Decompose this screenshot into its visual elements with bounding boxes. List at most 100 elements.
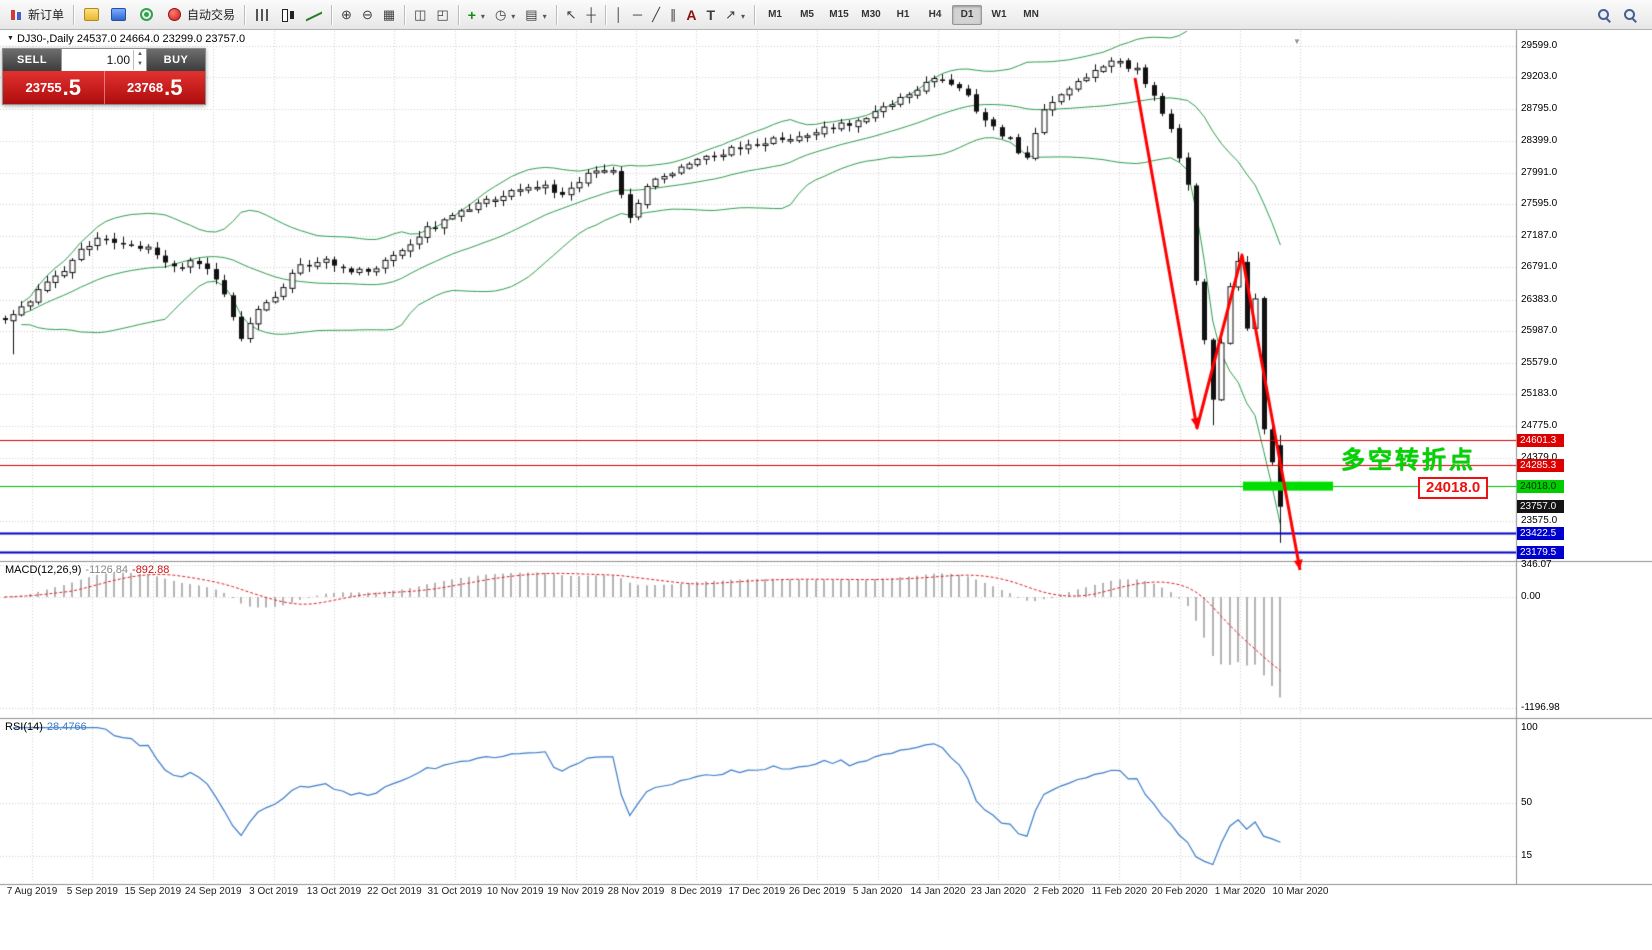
- volume-stepper[interactable]: [133, 50, 146, 70]
- bar-chart-icon[interactable]: [250, 5, 274, 25]
- trendline-icon[interactable]: ╱: [648, 6, 664, 23]
- toolbar-separator: [404, 4, 406, 25]
- tf-m15[interactable]: M15: [829, 9, 849, 20]
- periods-icon: ◷: [494, 7, 507, 22]
- tile-windows-icon: ◫: [414, 7, 427, 22]
- new-order-button-label: 新订单: [28, 8, 65, 22]
- symbol-marker-icon: [7, 33, 17, 45]
- chart-search-icon: [1622, 7, 1638, 23]
- toolbar-group-chart-types: [250, 5, 326, 25]
- toolbar-group-objects: │ ─ ╱ ∥ A T ↗: [611, 6, 749, 24]
- vertical-line-icon: │: [614, 7, 623, 22]
- cascade-windows-icon[interactable]: ◰: [432, 6, 452, 23]
- sell-button[interactable]: SELL: [3, 49, 61, 71]
- grid-icon[interactable]: ▦: [379, 6, 399, 23]
- one-click-trading-panel: SELL 1.00 BUY 23755.5 23768.5: [2, 48, 206, 105]
- macd-name: MACD(12,26,9): [5, 564, 82, 576]
- grid-icon: ▦: [382, 7, 396, 22]
- market-depth-icon: [111, 8, 127, 21]
- toolbar-group-panels: 自动交易: [79, 3, 239, 26]
- zoom-out-icon: ⊖: [361, 7, 373, 22]
- volume-down-icon[interactable]: [134, 60, 146, 70]
- turning-point-annotation: 多空转折点: [1341, 447, 1476, 474]
- toolbar-group-tools: + ◷ ▤: [464, 6, 551, 24]
- volume-field[interactable]: 1.00: [61, 49, 147, 71]
- horizontal-line-icon: ─: [632, 7, 643, 22]
- chart-window-icon[interactable]: [79, 4, 104, 25]
- market-depth-icon[interactable]: [106, 4, 131, 25]
- cursor-icon: ↖: [565, 7, 577, 22]
- zoom-in-icon[interactable]: ⊕: [337, 6, 356, 23]
- toolbar-group-timeframes: M1 M5 M15 M30 H1 H4 D1 W1 MN: [760, 4, 1046, 25]
- tf-m1[interactable]: M1: [768, 9, 782, 20]
- templates-button[interactable]: ▤: [521, 6, 550, 24]
- dropdown-arrow-icon: [480, 8, 485, 22]
- periods-button[interactable]: ◷: [491, 6, 519, 24]
- new-order-button[interactable]: 新订单: [4, 4, 68, 25]
- buy-button[interactable]: BUY: [147, 49, 205, 71]
- macd-label: MACD(12,26,9) -1126.84 -892.88: [5, 564, 169, 576]
- crosshair-icon[interactable]: ┼: [583, 6, 600, 23]
- tile-windows-icon[interactable]: ◫: [410, 6, 430, 23]
- tf-mn[interactable]: MN: [1023, 9, 1039, 20]
- templates-icon: ▤: [525, 7, 538, 22]
- vertical-line-icon[interactable]: │: [611, 6, 627, 23]
- toolbar-separator: [73, 4, 75, 25]
- toolbar-separator: [754, 4, 756, 25]
- autotrading-button[interactable]: 自动交易: [162, 4, 239, 25]
- sell-price-pips: .5: [62, 74, 81, 100]
- text-icon: A: [686, 6, 697, 23]
- text-icon[interactable]: A: [682, 6, 700, 24]
- sell-price[interactable]: 23755.5: [3, 71, 105, 104]
- buy-price-pips: .5: [164, 74, 183, 100]
- tf-m30[interactable]: M30: [861, 9, 881, 20]
- crosshair-icon: ┼: [586, 7, 596, 22]
- toolbar: 新订单自动交易⊕⊖▦◫◰+◷▤↖┼│─╱∥AT↗M1M5M15M30H1H4D1…: [0, 0, 1652, 30]
- text-label-icon: T: [706, 6, 716, 23]
- sell-price-int: 23755: [25, 80, 62, 95]
- toolbar-separator: [457, 4, 459, 25]
- chart-title: DJ30-,Daily 24537.0 24664.0 23299.0 2375…: [7, 33, 245, 45]
- tf-m5[interactable]: M5: [800, 9, 814, 20]
- candlestick-chart-icon[interactable]: [276, 5, 300, 25]
- toolbar-group-order: 新订单: [4, 4, 68, 25]
- cursor-icon[interactable]: ↖: [562, 6, 581, 23]
- autotrading-button-label: 自动交易: [187, 8, 236, 22]
- toolbar-group-zoom: ⊕ ⊖ ▦: [337, 6, 399, 23]
- toolbar-separator: [604, 4, 606, 25]
- buy-price-int: 23768: [126, 80, 164, 95]
- add-indicator-icon: +: [467, 6, 476, 23]
- zoom-in-icon: ⊕: [341, 7, 352, 22]
- tf-h4[interactable]: H4: [928, 9, 942, 20]
- tf-d1[interactable]: D1: [952, 4, 983, 25]
- equidistant-channel-icon[interactable]: ∥: [666, 6, 681, 23]
- arrows-icon: ↗: [725, 7, 736, 22]
- dropdown-arrow-icon: [542, 8, 547, 22]
- tf-w1[interactable]: W1: [991, 9, 1007, 20]
- macd-signal-value: -892.88: [132, 564, 170, 576]
- zoom-out-icon[interactable]: ⊖: [358, 6, 377, 23]
- search-icon: [1596, 7, 1612, 23]
- horizontal-line-icon[interactable]: ─: [629, 6, 646, 23]
- line-chart-icon[interactable]: [302, 5, 326, 25]
- signals-icon: [140, 8, 154, 21]
- search-icon[interactable]: [1592, 5, 1616, 25]
- toolbar-separator: [331, 4, 333, 25]
- volume-up-icon[interactable]: [134, 50, 146, 60]
- trendline-icon: ╱: [652, 7, 660, 22]
- chart-shift-marker-icon[interactable]: [1293, 31, 1301, 49]
- text-label-icon[interactable]: T: [703, 6, 720, 24]
- macd-main-value: -1126.84: [85, 564, 129, 576]
- toolbar-group-right: [1592, 5, 1642, 25]
- rsi-label: RSI(14) 28.4766: [5, 721, 87, 733]
- price-annotation-label: 24018.0: [1418, 477, 1489, 499]
- arrows-icon[interactable]: ↗: [721, 6, 749, 24]
- chart-search-icon[interactable]: [1618, 5, 1642, 25]
- toolbar-group-pointer: ↖ ┼: [562, 6, 600, 23]
- signals-icon[interactable]: [133, 3, 160, 26]
- tf-h1[interactable]: H1: [896, 9, 910, 20]
- add-indicator-button[interactable]: +: [464, 6, 489, 24]
- buy-price[interactable]: 23768.5: [104, 71, 205, 104]
- rsi-value: 28.4766: [46, 721, 87, 733]
